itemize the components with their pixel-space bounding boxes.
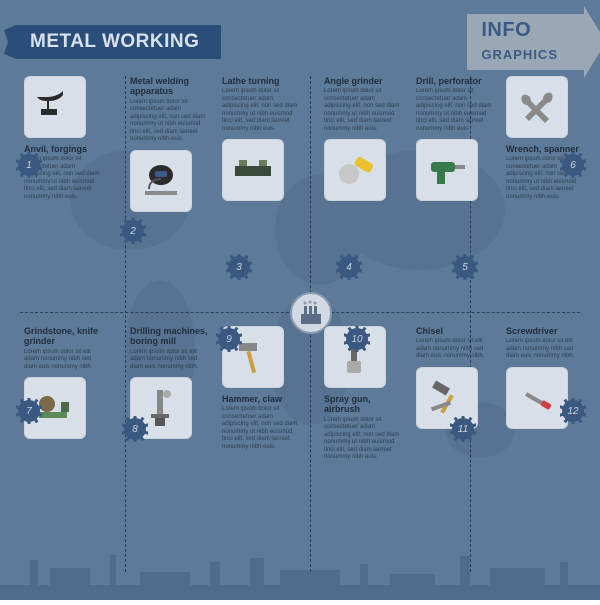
content-grid: Anvil, forgingsLorem ipsum dolor sit con… bbox=[0, 68, 600, 600]
center-factory-badge bbox=[290, 292, 332, 334]
gear-badge-7: 7 bbox=[16, 398, 42, 424]
item-title: Hammer, claw bbox=[222, 394, 300, 404]
gear-badge-1: 1 bbox=[16, 152, 42, 178]
item-5: Drill, perforator Lorem ipsum dolor sit c… bbox=[416, 76, 494, 201]
title-ribbon: METAL WORKING bbox=[16, 25, 221, 59]
arrow-line2: GRAPHICS bbox=[481, 47, 558, 62]
item-6: Wrench, spannerLorem ipsum dolor sit con… bbox=[506, 76, 584, 201]
item-title: Metal welding apparatus bbox=[130, 76, 208, 97]
angle-icon bbox=[324, 139, 386, 201]
item-title: Screwdriver bbox=[506, 326, 584, 336]
weld-icon bbox=[130, 150, 192, 212]
item-body: Lorem ipsum dolor sit consectetuer adam … bbox=[324, 88, 402, 133]
gear-badge-10: 10 bbox=[344, 326, 370, 352]
gear-badge-11: 11 bbox=[450, 416, 476, 442]
gear-badge-5: 5 bbox=[452, 254, 478, 280]
item-body: Lorem ipsum dolor sit elit adam nonummy … bbox=[130, 349, 208, 372]
item-body: Lorem ipsum dolor sit consectetuer adam … bbox=[222, 406, 300, 451]
gear-badge-6: 6 bbox=[560, 152, 586, 178]
infographic-canvas: METAL WORKING INFO GRAPHICS TOOLS Anvil,… bbox=[0, 0, 600, 600]
gear-badge-12: 12 bbox=[560, 398, 586, 424]
item-body: Lorem ipsum dolor sit elit adam nonummy … bbox=[416, 338, 494, 361]
anvil-icon bbox=[24, 76, 86, 138]
screw-icon bbox=[506, 367, 568, 429]
item-title: Chisel bbox=[416, 326, 494, 336]
item-4: Angle grinder Lorem ipsum dolor sit conse… bbox=[324, 76, 402, 201]
title-arrow: INFO GRAPHICS bbox=[467, 14, 584, 70]
item-body: Lorem ipsum dolor sit consectetuer adam … bbox=[222, 88, 300, 133]
header: METAL WORKING INFO GRAPHICS bbox=[0, 14, 600, 70]
drill-icon bbox=[416, 139, 478, 201]
item-body: Lorem ipsum dolor sit consectetuer adam … bbox=[416, 88, 494, 133]
gear-badge-3: 3 bbox=[226, 254, 252, 280]
item-title: Lathe turning bbox=[222, 76, 300, 86]
gear-badge-2: 2 bbox=[120, 218, 146, 244]
arrow-line1: INFO bbox=[481, 19, 531, 41]
item-title: Angle grinder bbox=[324, 76, 402, 86]
lathe-icon bbox=[222, 139, 284, 201]
wrench-icon bbox=[506, 76, 568, 138]
title-text: METAL WORKING bbox=[30, 31, 199, 52]
item-body: Lorem ipsum dolor sit consectetuer adam … bbox=[130, 99, 208, 144]
item-body: Lorem ipsum dolor sit elit adam nonummy … bbox=[506, 338, 584, 361]
item-title: Drill, perforator bbox=[416, 76, 494, 86]
item-2: Metal welding apparatusLorem ipsum dolor… bbox=[130, 76, 208, 212]
item-body: Lorem ipsum dolor sit consectetuer adam … bbox=[324, 417, 402, 462]
item-title: Drilling machines, boring mill bbox=[130, 326, 208, 347]
item-title: Grindstone, knife grinder bbox=[24, 326, 102, 347]
gear-badge-8: 8 bbox=[122, 416, 148, 442]
gear-badge-9: 9 bbox=[216, 326, 242, 352]
item-title: Spray gun, airbrush bbox=[324, 394, 402, 415]
gear-badge-4: 4 bbox=[336, 254, 362, 280]
item-body: Lorem ipsum dolor sit elit adam nonummy … bbox=[24, 349, 102, 372]
item-1: Anvil, forgingsLorem ipsum dolor sit con… bbox=[24, 76, 102, 201]
item-3: Lathe turning Lorem ipsum dolor sit conse… bbox=[222, 76, 300, 201]
item-11: Chisel Lorem ipsum dolor sit elit adam no… bbox=[416, 326, 494, 429]
